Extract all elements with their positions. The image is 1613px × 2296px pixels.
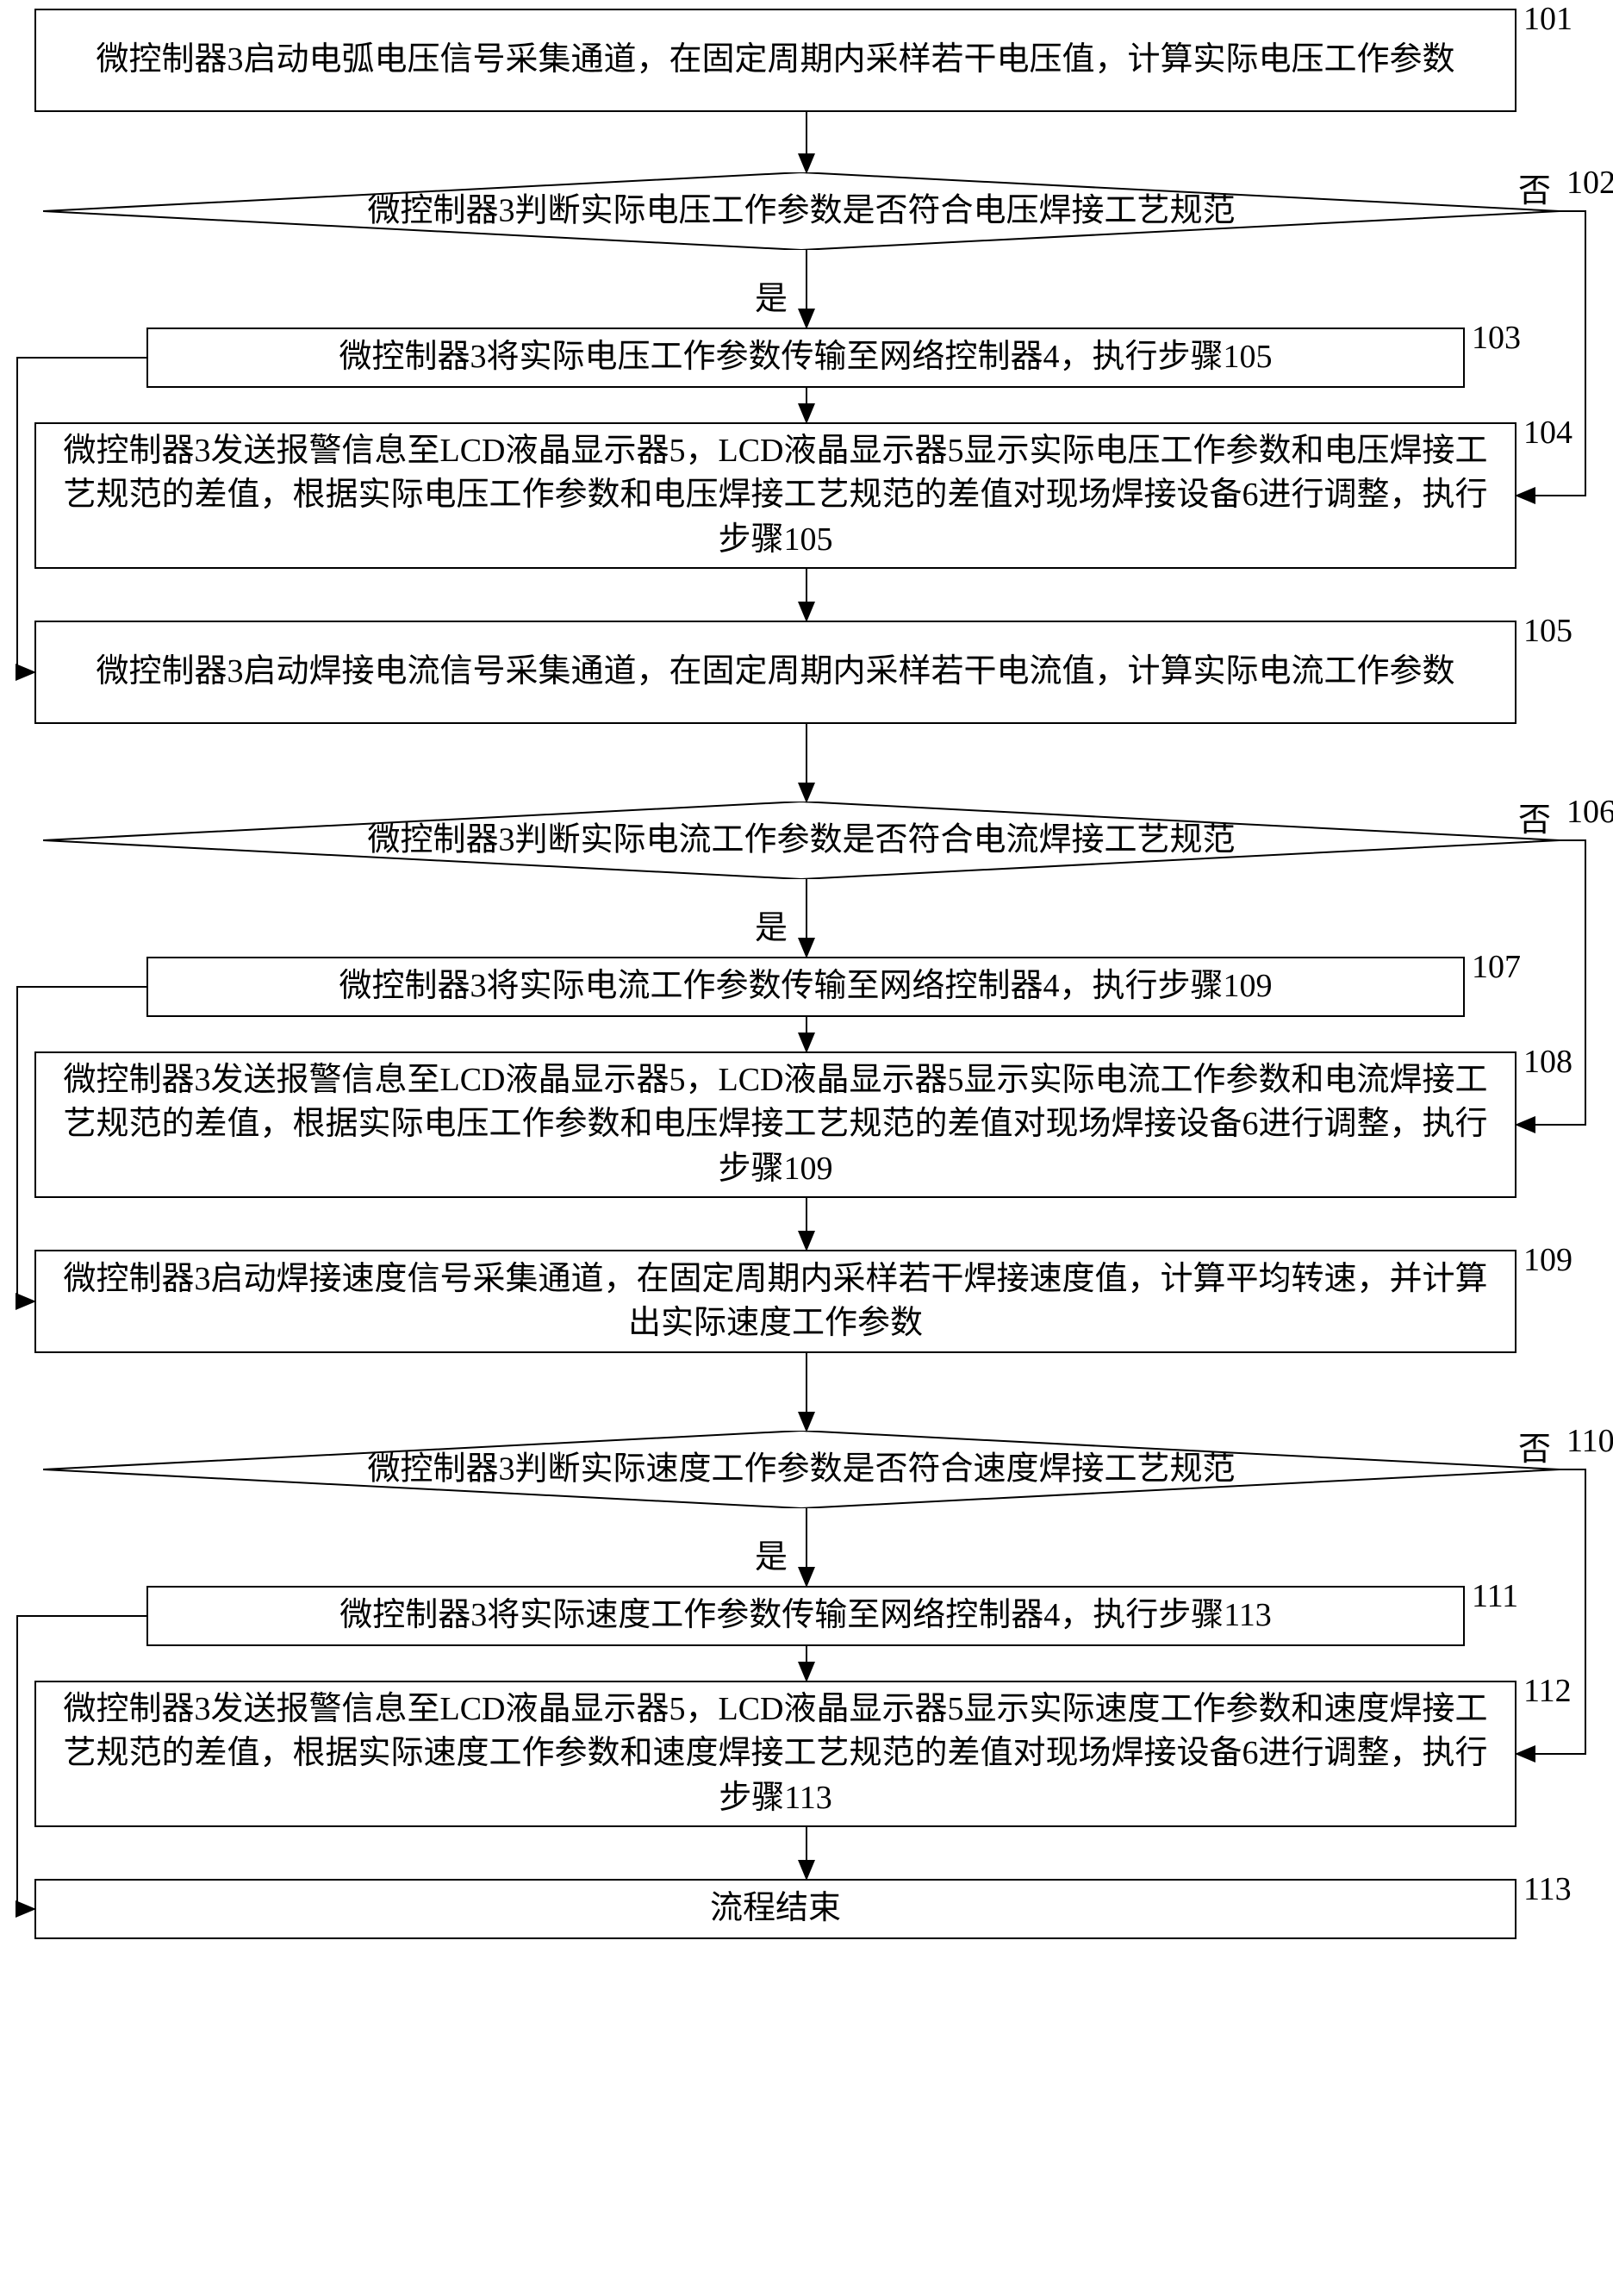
step-number-109: 109 <box>1523 1241 1573 1279</box>
step-number-113: 113 <box>1523 1870 1572 1908</box>
step-number-101: 101 <box>1523 0 1573 38</box>
step-number-108: 108 <box>1523 1043 1573 1081</box>
flow-step-111: 微控制器3将实际速度工作参数传输至网络控制器4，执行步骤113 <box>146 1586 1465 1646</box>
flow-step-text: 微控制器3将实际电流工作参数传输至网络控制器4，执行步骤109 <box>339 964 1272 1008</box>
flow-step-101: 微控制器3启动电弧电压信号采集通道，在固定周期内采样若干电压值，计算实际电压工作… <box>34 9 1516 112</box>
step-number-107: 107 <box>1472 948 1521 986</box>
edge-label: 否 <box>1518 164 1551 211</box>
flow-step-text: 微控制器3将实际速度工作参数传输至网络控制器4，执行步骤113 <box>339 1594 1272 1638</box>
flow-step-105: 微控制器3启动焊接电流信号采集通道，在固定周期内采样若干电流值，计算实际电流工作… <box>34 621 1516 724</box>
flow-decision-text: 微控制器3判断实际速度工作参数是否符合速度焊接工艺规范 <box>43 1448 1560 1490</box>
flow-step-text: 微控制器3发送报警信息至LCD液晶显示器5，LCD液晶显示器5显示实际电压工作参… <box>53 429 1498 562</box>
flow-step-text: 微控制器3启动焊接速度信号采集通道，在固定周期内采样若干焊接速度值，计算平均转速… <box>53 1257 1498 1346</box>
flow-step-text: 微控制器3启动焊接电流信号采集通道，在固定周期内采样若干电流值，计算实际电流工作… <box>96 650 1454 694</box>
flow-decision-text: 微控制器3判断实际电压工作参数是否符合电压焊接工艺规范 <box>43 190 1560 232</box>
flow-step-108: 微控制器3发送报警信息至LCD液晶显示器5，LCD液晶显示器5显示实际电流工作参… <box>34 1051 1516 1198</box>
flow-decision-102: 微控制器3判断实际电压工作参数是否符合电压焊接工艺规范 <box>43 172 1560 250</box>
edge-label: 是 <box>755 901 788 948</box>
edge-label: 是 <box>755 271 788 319</box>
flow-step-text: 微控制器3发送报警信息至LCD液晶显示器5，LCD液晶显示器5显示实际速度工作参… <box>53 1688 1498 1820</box>
flow-step-113: 流程结束 <box>34 1879 1516 1939</box>
step-number-102: 102 <box>1566 164 1613 202</box>
step-number-106: 106 <box>1566 793 1613 831</box>
step-number-111: 111 <box>1472 1577 1518 1615</box>
flow-decision-106: 微控制器3判断实际电流工作参数是否符合电流焊接工艺规范 <box>43 802 1560 879</box>
flowchart-canvas: 微控制器3启动电弧电压信号采集通道，在固定周期内采样若干电压值，计算实际电压工作… <box>0 0 1613 2296</box>
flow-decision-110: 微控制器3判断实际速度工作参数是否符合速度焊接工艺规范 <box>43 1431 1560 1508</box>
flow-step-104: 微控制器3发送报警信息至LCD液晶显示器5，LCD液晶显示器5显示实际电压工作参… <box>34 422 1516 569</box>
step-number-110: 110 <box>1566 1422 1613 1460</box>
flow-step-103: 微控制器3将实际电压工作参数传输至网络控制器4，执行步骤105 <box>146 328 1465 388</box>
flow-step-text: 流程结束 <box>710 1887 841 1931</box>
flow-step-107: 微控制器3将实际电流工作参数传输至网络控制器4，执行步骤109 <box>146 957 1465 1017</box>
flow-step-text: 微控制器3将实际电压工作参数传输至网络控制器4，执行步骤105 <box>339 335 1272 379</box>
edge-label: 是 <box>755 1530 788 1577</box>
step-number-104: 104 <box>1523 414 1573 452</box>
step-number-103: 103 <box>1472 319 1521 357</box>
flow-step-text: 微控制器3发送报警信息至LCD液晶显示器5，LCD液晶显示器5显示实际电流工作参… <box>53 1058 1498 1191</box>
flow-step-112: 微控制器3发送报警信息至LCD液晶显示器5，LCD液晶显示器5显示实际速度工作参… <box>34 1681 1516 1827</box>
flow-step-109: 微控制器3启动焊接速度信号采集通道，在固定周期内采样若干焊接速度值，计算平均转速… <box>34 1250 1516 1353</box>
edge-label: 否 <box>1518 793 1551 840</box>
step-number-112: 112 <box>1523 1672 1572 1710</box>
flow-decision-text: 微控制器3判断实际电流工作参数是否符合电流焊接工艺规范 <box>43 819 1560 861</box>
edge-label: 否 <box>1518 1422 1551 1469</box>
flow-step-text: 微控制器3启动电弧电压信号采集通道，在固定周期内采样若干电压值，计算实际电压工作… <box>96 38 1454 82</box>
step-number-105: 105 <box>1523 612 1573 650</box>
